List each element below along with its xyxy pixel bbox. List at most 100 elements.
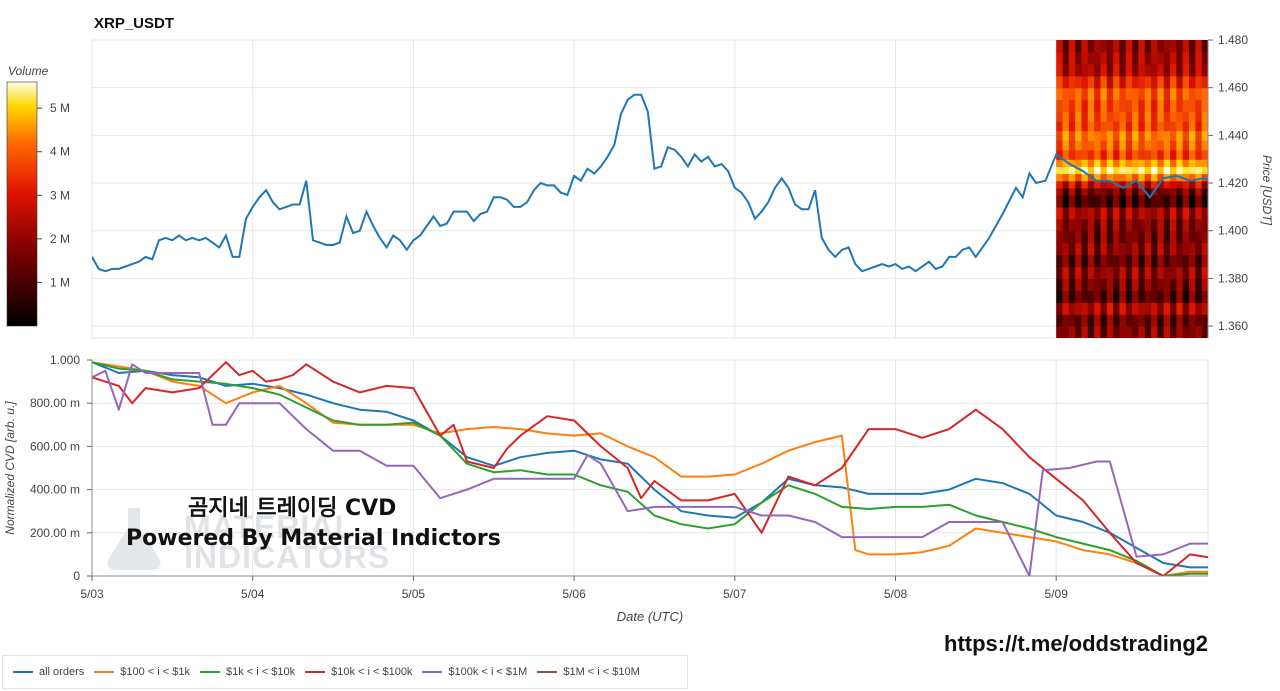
- telegram-link[interactable]: https://t.me/oddstrading2: [944, 631, 1208, 656]
- heatmap-cell: [1068, 180, 1076, 189]
- heatmap-cell: [1189, 242, 1196, 256]
- heatmap-cell: [1157, 51, 1165, 65]
- heatmap-cell: [1075, 254, 1083, 268]
- heatmap-cell: [1144, 40, 1152, 53]
- heatmap-cell: [1151, 140, 1158, 151]
- heatmap-cell: [1189, 290, 1196, 303]
- heatmap-cell: [1125, 187, 1133, 196]
- heatmap-cell: [1157, 111, 1165, 122]
- heatmap-cell: [1176, 326, 1184, 338]
- heatmap-cell: [1132, 180, 1140, 189]
- heatmap-cell: [1094, 173, 1102, 182]
- heatmap-cell: [1113, 130, 1121, 141]
- heatmap-cell: [1106, 194, 1114, 208]
- heatmap-cell: [1170, 51, 1177, 65]
- heatmap-cell: [1081, 40, 1089, 53]
- heatmap-cell: [1062, 140, 1070, 151]
- heatmap-cell: [1201, 187, 1208, 196]
- heatmap-cell: [1182, 87, 1190, 101]
- legend-item[interactable]: all orders: [13, 666, 84, 678]
- heatmap-cell: [1132, 87, 1140, 101]
- heatmap-cell: [1056, 187, 1064, 196]
- heatmap-cell: [1176, 99, 1184, 113]
- heatmap-cell: [1081, 242, 1089, 256]
- heatmap-cell: [1170, 314, 1177, 327]
- cvd-line: [92, 361, 1208, 576]
- heatmap-cell: [1144, 326, 1152, 338]
- heatmap-cell: [1182, 130, 1190, 141]
- heatmap-cell: [1176, 166, 1184, 175]
- heatmap-cell: [1157, 166, 1165, 175]
- price-tick-label: 1.380: [1218, 271, 1248, 285]
- heatmap-cell: [1113, 121, 1121, 132]
- legend-item[interactable]: $100k < i < $1M: [422, 666, 527, 678]
- heatmap-cell: [1157, 130, 1165, 141]
- cvd-line: [92, 363, 1208, 576]
- heatmap-cell: [1113, 63, 1121, 77]
- heatmap-cell: [1119, 140, 1127, 151]
- heatmap-cell: [1163, 278, 1171, 291]
- legend-swatch: [199, 671, 220, 673]
- heatmap-cell: [1075, 149, 1083, 160]
- heatmap-cell: [1100, 290, 1108, 303]
- heatmap-cell: [1182, 266, 1190, 279]
- heatmap-cell: [1125, 75, 1133, 89]
- heatmap-cell: [1195, 242, 1203, 256]
- heatmap-cell: [1157, 140, 1165, 151]
- heatmap-cell: [1068, 187, 1076, 196]
- heatmap-cell: [1201, 63, 1208, 77]
- heatmap-cell: [1094, 254, 1102, 268]
- heatmap-cell: [1144, 63, 1152, 77]
- heatmap-cell: [1081, 99, 1089, 113]
- heatmap-cell: [1106, 99, 1114, 113]
- heatmap-cell: [1182, 40, 1190, 53]
- heatmap-cell: [1100, 266, 1108, 279]
- heatmap-cell: [1132, 266, 1140, 279]
- heatmap-cell: [1138, 314, 1146, 327]
- heatmap-cell: [1132, 187, 1140, 196]
- heatmap-cell: [1062, 40, 1070, 53]
- heatmap-cell: [1151, 63, 1158, 77]
- heatmap-cell: [1106, 121, 1114, 132]
- heatmap-cell: [1201, 290, 1208, 303]
- heatmap-cell: [1195, 149, 1203, 160]
- cvd-panel: 0 200.00 m 400.00 m 600.00 m 800.00 m 1.000 5/…: [3, 353, 1209, 624]
- heatmap-cell: [1087, 266, 1095, 279]
- heatmap-cell: [1170, 266, 1177, 279]
- heatmap-cell: [1170, 87, 1177, 101]
- heatmap-cell: [1138, 159, 1146, 167]
- heatmap-cell: [1157, 75, 1165, 89]
- heatmap-cell: [1106, 187, 1114, 196]
- heatmap-cell: [1176, 254, 1184, 268]
- legend-item[interactable]: $1k < i < $10k: [199, 666, 295, 678]
- heatmap-cell: [1138, 242, 1146, 256]
- heatmap-cell: [1163, 159, 1171, 167]
- price-series: [92, 93, 1208, 273]
- heatmap-cell: [1081, 290, 1089, 303]
- heatmap-cell: [1132, 314, 1140, 327]
- heatmap-cell: [1195, 302, 1203, 315]
- heatmap-cell: [1201, 99, 1208, 113]
- heatmap-cell: [1075, 314, 1083, 327]
- heatmap-cell: [1062, 63, 1070, 77]
- heatmap-cell: [1106, 242, 1114, 256]
- heatmap-cell: [1113, 111, 1121, 122]
- heatmap-cell: [1151, 290, 1158, 303]
- cvd-axis-ticks: 0 200.00 m 400.00 m 600.00 m 800.00 m 1.000 5/…: [30, 353, 1208, 601]
- legend-item[interactable]: $10k < i < $100k: [305, 666, 412, 678]
- legend-item[interactable]: $100 < i < $1k: [94, 666, 190, 678]
- heatmap-cell: [1113, 149, 1121, 160]
- logo-line-2: INDICATORS: [184, 539, 391, 575]
- heatmap-cell: [1081, 140, 1089, 151]
- heatmap-cell: [1144, 121, 1152, 132]
- heatmap-cell: [1170, 75, 1177, 89]
- heatmap-cell: [1182, 242, 1190, 256]
- legend-label: $100 < i < $1k: [120, 666, 190, 678]
- legend-swatch: [537, 671, 558, 673]
- heatmap-cell: [1100, 130, 1108, 141]
- heatmap-cell: [1182, 194, 1190, 208]
- heatmap-cell: [1195, 99, 1203, 113]
- heatmap-cell: [1106, 254, 1114, 268]
- heatmap-cell: [1138, 254, 1146, 268]
- legend-item[interactable]: $1M < i < $10M: [537, 666, 640, 678]
